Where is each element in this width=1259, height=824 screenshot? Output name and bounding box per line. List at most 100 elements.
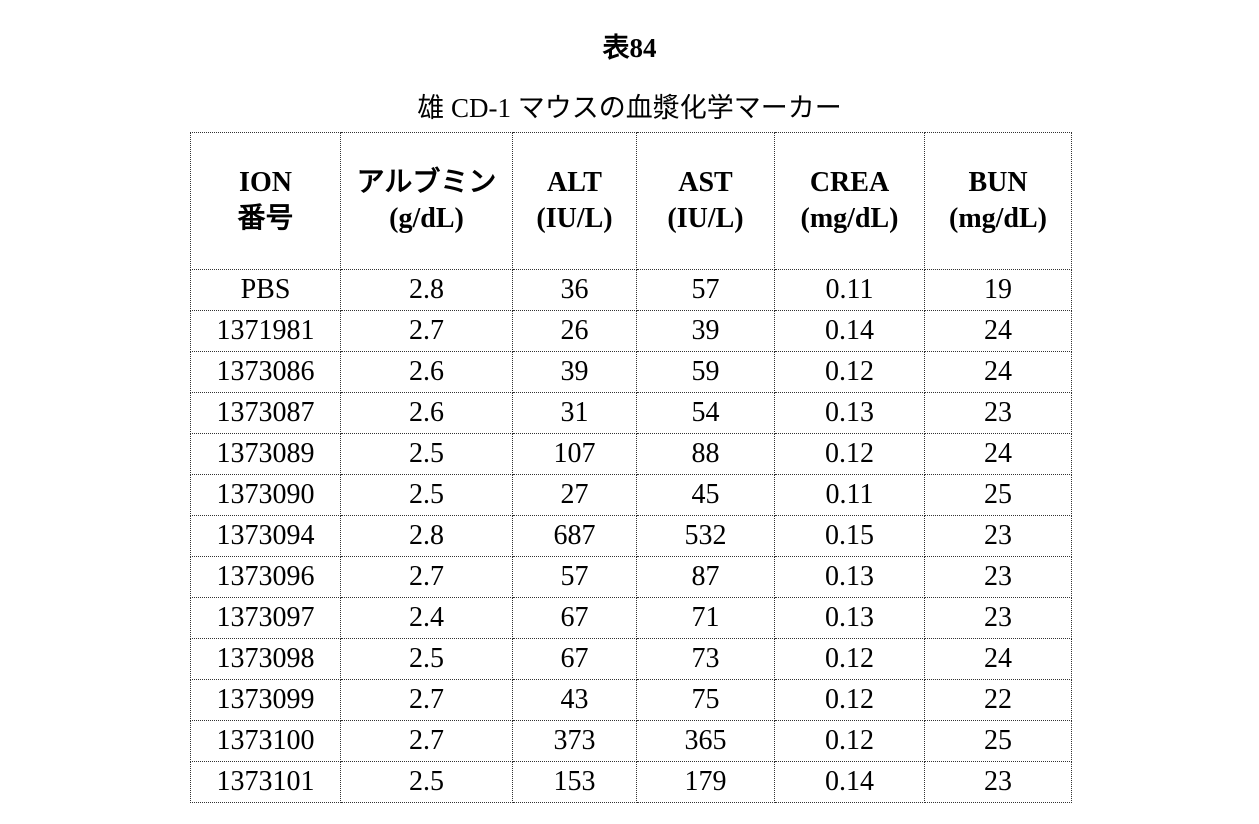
table-cell: 87: [637, 557, 775, 598]
table-cell: 687: [513, 516, 637, 557]
table-cell: 23: [925, 393, 1072, 434]
table-cell: 0.12: [775, 434, 925, 475]
table-row: 13731002.73733650.1225: [191, 721, 1072, 762]
table-cell: 0.12: [775, 352, 925, 393]
table-cell: 532: [637, 516, 775, 557]
header-row: ION番号アルブミン(g/dL)ALT(IU/L)AST(IU/L)CREA(m…: [191, 133, 1072, 270]
table-cell: 19: [925, 270, 1072, 311]
table-cell: 0.11: [775, 270, 925, 311]
table-cell: 24: [925, 352, 1072, 393]
table-row: 13730982.567730.1224: [191, 639, 1072, 680]
table-cell: 57: [637, 270, 775, 311]
table-cell: 24: [925, 639, 1072, 680]
column-header-unit: (g/dL): [341, 201, 512, 237]
table-cell: 2.8: [341, 516, 513, 557]
table-cell: 1373089: [191, 434, 341, 475]
table-cell: 179: [637, 762, 775, 803]
column-header-name: ALT: [513, 165, 636, 201]
column-header-name: CREA: [775, 165, 924, 201]
table-row: 13731012.51531790.1423: [191, 762, 1072, 803]
table-cell: 24: [925, 434, 1072, 475]
table-cell: 26: [513, 311, 637, 352]
column-header-name: AST: [637, 165, 774, 201]
table-title: 表84: [0, 26, 1259, 65]
table-cell: 24: [925, 311, 1072, 352]
plasma-chemistry-table: ION番号アルブミン(g/dL)ALT(IU/L)AST(IU/L)CREA(m…: [190, 132, 1072, 803]
table-cell: 25: [925, 721, 1072, 762]
table-cell: 22: [925, 680, 1072, 721]
table-cell: 39: [513, 352, 637, 393]
column-header: BUN(mg/dL): [925, 133, 1072, 270]
table-cell: 1373094: [191, 516, 341, 557]
column-header-name: アルブミン: [341, 165, 512, 201]
table-row: 13730872.631540.1323: [191, 393, 1072, 434]
table-cell: 71: [637, 598, 775, 639]
table-cell: 2.7: [341, 721, 513, 762]
table-cell: 1373086: [191, 352, 341, 393]
table-cell: 88: [637, 434, 775, 475]
table-cell: 27: [513, 475, 637, 516]
table-cell: 59: [637, 352, 775, 393]
table-cell: 2.5: [341, 475, 513, 516]
table-cell: 2.5: [341, 639, 513, 680]
table-cell: 0.12: [775, 721, 925, 762]
table-row: 13719812.726390.1424: [191, 311, 1072, 352]
table-row: PBS2.836570.1119: [191, 270, 1072, 311]
table-cell: 107: [513, 434, 637, 475]
table-cell: 2.6: [341, 352, 513, 393]
table-cell: 0.12: [775, 639, 925, 680]
table-cell: 0.13: [775, 598, 925, 639]
table-cell: 1373097: [191, 598, 341, 639]
table-cell: 365: [637, 721, 775, 762]
table-row: 13730992.743750.1222: [191, 680, 1072, 721]
table-cell: 67: [513, 639, 637, 680]
table-cell: 1373101: [191, 762, 341, 803]
table-cell: 25: [925, 475, 1072, 516]
table-cell: 1373096: [191, 557, 341, 598]
table-cell: 1373100: [191, 721, 341, 762]
table-cell: 373: [513, 721, 637, 762]
table-cell: 2.5: [341, 762, 513, 803]
table-cell: 0.15: [775, 516, 925, 557]
table-cell: 36: [513, 270, 637, 311]
column-header-name: BUN: [925, 165, 1071, 201]
table-cell: 73: [637, 639, 775, 680]
table-cell: 2.5: [341, 434, 513, 475]
table-cell: 2.7: [341, 680, 513, 721]
table-cell: 1371981: [191, 311, 341, 352]
table-cell: 43: [513, 680, 637, 721]
column-header-unit: (IU/L): [637, 201, 774, 237]
table-cell: 23: [925, 598, 1072, 639]
table-cell: 1373090: [191, 475, 341, 516]
column-header-unit: (IU/L): [513, 201, 636, 237]
table-cell: 57: [513, 557, 637, 598]
table-cell: 2.7: [341, 311, 513, 352]
column-header: アルブミン(g/dL): [341, 133, 513, 270]
table-cell: 0.13: [775, 557, 925, 598]
table-cell: 0.14: [775, 311, 925, 352]
table-cell: 39: [637, 311, 775, 352]
column-header-unit: 番号: [191, 201, 340, 237]
table-cell: 1373099: [191, 680, 341, 721]
table-cell: 23: [925, 762, 1072, 803]
column-header: AST(IU/L): [637, 133, 775, 270]
column-header: ION番号: [191, 133, 341, 270]
column-header: CREA(mg/dL): [775, 133, 925, 270]
table-cell: 31: [513, 393, 637, 434]
table-cell: 1373098: [191, 639, 341, 680]
column-header-name: ION: [191, 165, 340, 201]
table-row: 13730972.467710.1323: [191, 598, 1072, 639]
table-cell: 75: [637, 680, 775, 721]
table-cell: 0.13: [775, 393, 925, 434]
table-cell: 0.11: [775, 475, 925, 516]
table-subtitle: 雄 CD-1 マウスの血漿化学マーカー: [0, 86, 1259, 125]
table-cell: 23: [925, 557, 1072, 598]
table-cell: PBS: [191, 270, 341, 311]
table-cell: 67: [513, 598, 637, 639]
table-cell: 54: [637, 393, 775, 434]
table-cell: 1373087: [191, 393, 341, 434]
column-header-unit: (mg/dL): [775, 201, 924, 237]
table-row: 13730862.639590.1224: [191, 352, 1072, 393]
table-cell: 0.14: [775, 762, 925, 803]
table-cell: 2.6: [341, 393, 513, 434]
